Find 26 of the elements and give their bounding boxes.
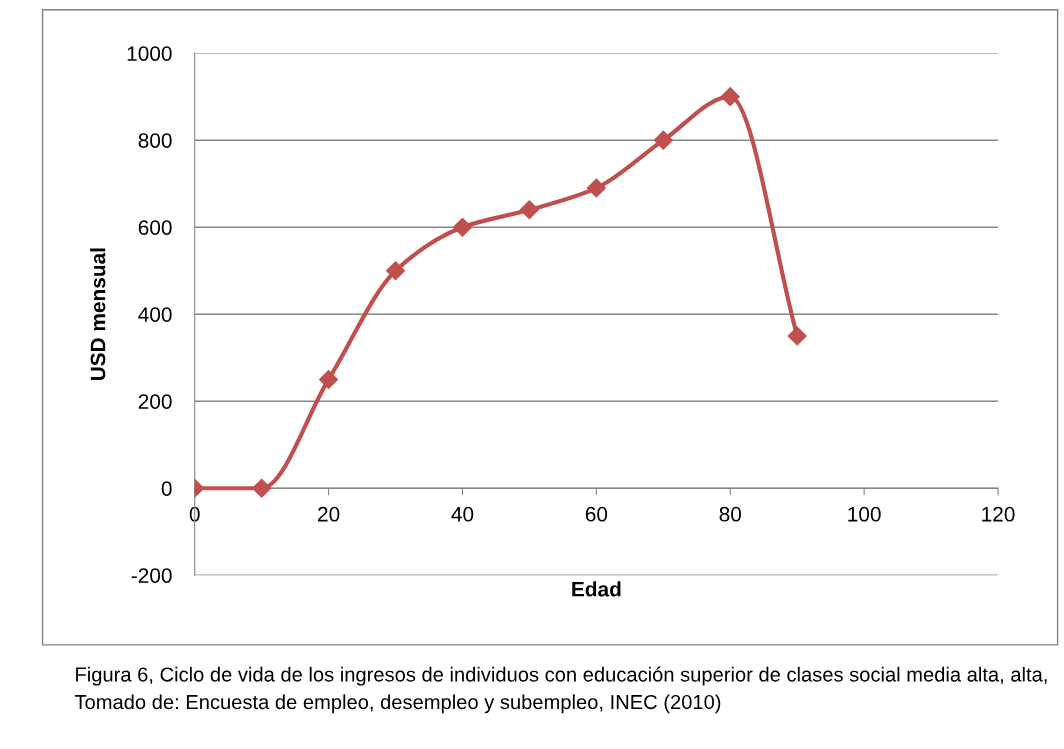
point [252,478,272,498]
x-tick-label: 40 [451,506,474,522]
point [319,369,339,389]
point [452,217,473,237]
point [720,87,740,107]
x-tick-label: 0 [189,506,200,522]
text: Figura 6, Ciclo de vida de los ingresos de individuos con educación superior de clases social media alta, alta, Tomado de: Encuesta de empleo, desempleo y subempleo, INEC (2010) [74,666,1047,714]
y-tick-label: 200 [138,394,172,409]
y-axis-title: USD mensual [90,248,106,381]
x-tick-label: 80 [719,506,742,522]
point [519,200,539,220]
x-axis-title: Edad [572,581,621,597]
x-tick-label: 60 [585,506,608,522]
y-tick-label: 600 [138,220,172,235]
y-tick-label: 0 [161,481,172,496]
point [653,130,673,150]
point [386,261,406,281]
y-tick-label: 1000 [127,46,172,61]
point [586,178,606,198]
y-tick-label: 400 [138,307,172,322]
point [787,326,807,346]
x-tick-label: 20 [318,506,340,522]
x-tick-label: 120 [982,506,1015,522]
x-tick-label: 100 [848,506,881,522]
y-tick-label: 800 [138,133,172,148]
y-tick-label: -200 [131,568,172,583]
